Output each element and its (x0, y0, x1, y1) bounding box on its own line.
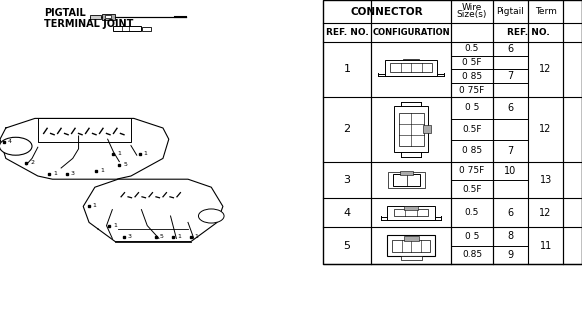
Text: TERMINAL JOINT: TERMINAL JOINT (44, 19, 133, 29)
Text: 1: 1 (113, 223, 117, 228)
Text: 0 75F: 0 75F (459, 85, 485, 95)
Text: 0 5F: 0 5F (462, 58, 482, 67)
Text: 0 85: 0 85 (462, 72, 482, 81)
Bar (388, 206, 435, 220)
Bar (323, 0, 582, 264)
Bar (392, 240, 430, 252)
Bar (404, 205, 418, 210)
Text: 1: 1 (93, 204, 97, 208)
Text: 0.5: 0.5 (465, 44, 479, 53)
Text: 0.5: 0.5 (465, 208, 479, 217)
Circle shape (198, 209, 224, 223)
Text: Pigtail: Pigtail (496, 7, 524, 16)
Text: 7: 7 (508, 71, 513, 81)
Text: 7: 7 (508, 146, 513, 156)
Bar (142, 27, 151, 31)
Bar (102, 14, 115, 20)
Bar (423, 125, 431, 133)
Text: 0 85: 0 85 (462, 146, 482, 155)
Text: 4: 4 (8, 139, 12, 144)
Text: 6: 6 (508, 103, 513, 113)
Text: 0 5: 0 5 (465, 232, 479, 241)
Bar (392, 174, 420, 186)
Text: 12: 12 (540, 64, 552, 75)
Text: 6: 6 (508, 44, 513, 54)
Text: 3: 3 (127, 234, 132, 239)
Bar (394, 209, 428, 217)
Text: 3: 3 (343, 175, 351, 185)
Text: 10: 10 (504, 166, 517, 176)
Text: PIGTAIL: PIGTAIL (44, 8, 86, 19)
Text: 12: 12 (540, 124, 552, 134)
Text: Wire: Wire (462, 3, 482, 12)
Text: 9: 9 (508, 250, 513, 260)
Text: 5: 5 (123, 162, 127, 167)
Polygon shape (83, 179, 223, 242)
Bar (105, 15, 111, 18)
Text: 5: 5 (343, 241, 351, 251)
Text: 1: 1 (100, 168, 104, 173)
Text: 0 5: 0 5 (465, 103, 479, 112)
Text: 8: 8 (508, 231, 513, 241)
Text: 12: 12 (540, 208, 552, 218)
Text: 13: 13 (540, 175, 552, 185)
Polygon shape (38, 118, 131, 142)
Bar (113, 26, 141, 31)
Bar (404, 236, 419, 241)
Bar (395, 106, 428, 152)
Bar (385, 60, 438, 76)
Text: 0 75F: 0 75F (459, 166, 485, 175)
Bar (403, 59, 419, 63)
Text: 1: 1 (54, 171, 58, 176)
Bar (400, 256, 421, 260)
Text: 1: 1 (118, 151, 122, 156)
Text: 1: 1 (194, 234, 198, 239)
Text: REF. NO.: REF. NO. (326, 28, 368, 37)
Text: 3: 3 (71, 171, 75, 176)
Text: 2: 2 (30, 160, 34, 165)
Bar (390, 63, 432, 72)
Circle shape (0, 137, 32, 155)
Text: 1: 1 (177, 234, 181, 239)
Text: REF. NO.: REF. NO. (507, 28, 549, 37)
Text: CONFIGURATION: CONFIGURATION (372, 28, 450, 37)
Bar (388, 235, 435, 257)
Text: 5: 5 (159, 234, 164, 239)
Text: 0.5F: 0.5F (462, 125, 482, 134)
Text: Size(s): Size(s) (457, 10, 487, 19)
Text: 0.5F: 0.5F (462, 185, 482, 194)
Polygon shape (0, 118, 169, 179)
Text: 2: 2 (343, 124, 351, 134)
Bar (400, 171, 413, 175)
Text: Term: Term (535, 7, 556, 16)
Text: 1: 1 (144, 151, 148, 156)
Text: 0.85: 0.85 (462, 250, 482, 259)
Text: 1: 1 (343, 64, 351, 75)
Bar (90, 15, 101, 19)
Text: 6: 6 (508, 208, 513, 218)
Bar (389, 172, 425, 188)
Text: CONNECTOR: CONNECTOR (351, 7, 423, 17)
Text: 4: 4 (343, 208, 351, 218)
Bar (399, 113, 424, 146)
Text: 11: 11 (540, 241, 552, 251)
